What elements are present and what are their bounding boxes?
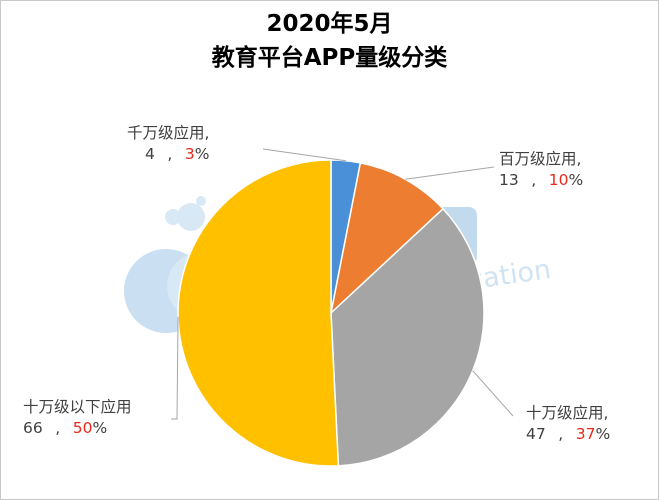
percent-sign: % <box>92 419 108 437</box>
slice-label-shiwan: 十万级应用, 47, 37% <box>526 403 610 445</box>
slice-value: 66 <box>23 419 43 437</box>
slice-label-name: 十万级应用, <box>526 404 609 422</box>
label-separator: , <box>531 171 537 189</box>
slice-percent: 10 <box>548 171 569 189</box>
slice-value: 13 <box>499 171 519 189</box>
slice-percent: 3 <box>184 145 195 163</box>
pie-slice-1 <box>329 161 445 316</box>
slice-label-name: 千万级应用, <box>127 124 210 142</box>
pie-slice-3 <box>177 159 340 467</box>
slice-percent: 50 <box>72 419 93 437</box>
pie-slices <box>177 159 485 467</box>
leader-line-2 <box>472 370 514 417</box>
percent-sign: % <box>194 145 210 163</box>
slice-percent: 37 <box>575 425 596 443</box>
slice-label-name: 百万级应用, <box>499 150 582 168</box>
percent-sign: % <box>568 171 584 189</box>
leader-line-0 <box>262 148 346 162</box>
slice-value: 4 <box>145 145 155 163</box>
slice-label-shiwan-below: 十万级以下应用 66, 50% <box>23 397 132 439</box>
slice-label-baiwan: 百万级应用, 13, 10% <box>499 149 583 191</box>
label-separator: , <box>55 419 61 437</box>
pie-slice-2 <box>330 207 485 467</box>
percent-sign: % <box>595 425 611 443</box>
watermark-dot <box>196 196 206 206</box>
slice-label-name: 十万级以下应用 <box>23 398 132 416</box>
slice-value: 47 <box>526 425 546 443</box>
watermark-dot <box>177 203 205 231</box>
label-separator: , <box>558 425 564 443</box>
leader-lines <box>171 148 514 420</box>
chart-subtitle: 教育平台APP量级分类 <box>211 45 448 71</box>
slice-label-qianwan: 千万级应用, 4, 3% <box>127 123 209 165</box>
leader-line-1 <box>405 166 495 180</box>
chart-title: 2020年5月 <box>266 11 393 37</box>
watermark-dot <box>165 209 181 225</box>
label-separator: , <box>167 145 173 163</box>
leader-line-3 <box>171 316 179 420</box>
